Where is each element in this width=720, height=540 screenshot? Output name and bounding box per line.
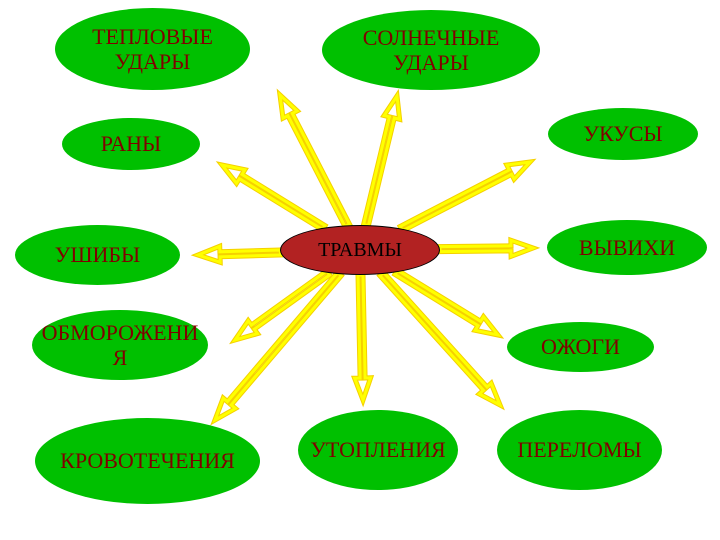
diagram-canvas: ТРАВМЫ ТЕПЛОВЫЕ УДАРЫ СОЛНЕЧНЫЕ УДАРЫ УКУСЫ… xyxy=(0,0,720,540)
arrow-bites xyxy=(400,162,530,231)
arrow-outline-frost xyxy=(235,271,330,340)
node-heat: ТЕПЛОВЫЕ УДАРЫ xyxy=(55,8,250,90)
arrow-drown xyxy=(355,275,371,400)
fract-label: ПЕРЕЛОМЫ xyxy=(509,437,649,462)
sun-label: СОЛНЕЧНЫЕ УДАРЫ xyxy=(322,25,540,76)
arrow-heat xyxy=(280,95,350,227)
node-drown: УТОПЛЕНИЯ xyxy=(298,410,458,490)
node-wounds: РАНЫ xyxy=(62,118,200,170)
node-frost: ОБМОРОЖЕНИЯ xyxy=(32,310,208,380)
drown-label: УТОПЛЕНИЯ xyxy=(302,437,453,462)
arrow-outline-drown xyxy=(355,275,371,400)
arrow-outline-disloc xyxy=(440,240,533,256)
bites-label: УКУСЫ xyxy=(575,121,670,146)
arrow-bruises xyxy=(198,246,281,262)
heat-label: ТЕПЛОВЫЕ УДАРЫ xyxy=(55,24,250,75)
node-sun: СОЛНЕЧНЫЕ УДАРЫ xyxy=(322,10,540,90)
arrow-wounds xyxy=(222,165,325,230)
arrow-burns xyxy=(395,270,498,335)
arrow-fract xyxy=(380,272,500,405)
disloc-label: ВЫВИХИ xyxy=(571,235,683,260)
arrow-outline-sun xyxy=(364,96,400,226)
burns-label: ОЖОГИ xyxy=(533,334,628,359)
node-disloc: ВЫВИХИ xyxy=(547,220,707,275)
wounds-label: РАНЫ xyxy=(93,131,169,156)
arrow-bleed xyxy=(215,273,341,421)
arrow-outline-burns xyxy=(395,270,498,335)
bruises-label: УШИБЫ xyxy=(47,242,148,267)
arrow-sun xyxy=(364,96,400,226)
arrow-frost xyxy=(235,271,330,340)
arrow-outline-bruises xyxy=(198,246,281,262)
arrow-outline-bleed xyxy=(215,273,341,421)
arrow-outline-heat xyxy=(280,95,350,227)
center-label: ТРАВМЫ xyxy=(310,239,410,262)
node-bites: УКУСЫ xyxy=(548,108,698,160)
center-node: ТРАВМЫ xyxy=(280,225,440,275)
node-bruises: УШИБЫ xyxy=(15,225,180,285)
arrow-outline-fract xyxy=(380,272,500,405)
arrow-outline-bites xyxy=(400,162,530,231)
node-fract: ПЕРЕЛОМЫ xyxy=(497,410,662,490)
arrow-outline-wounds xyxy=(222,165,325,230)
node-bleed: КРОВОТЕЧЕНИЯ xyxy=(35,418,260,504)
bleed-label: КРОВОТЕЧЕНИЯ xyxy=(52,448,243,473)
frost-label: ОБМОРОЖЕНИЯ xyxy=(32,320,208,371)
arrow-disloc xyxy=(440,240,533,256)
node-burns: ОЖОГИ xyxy=(507,322,654,372)
